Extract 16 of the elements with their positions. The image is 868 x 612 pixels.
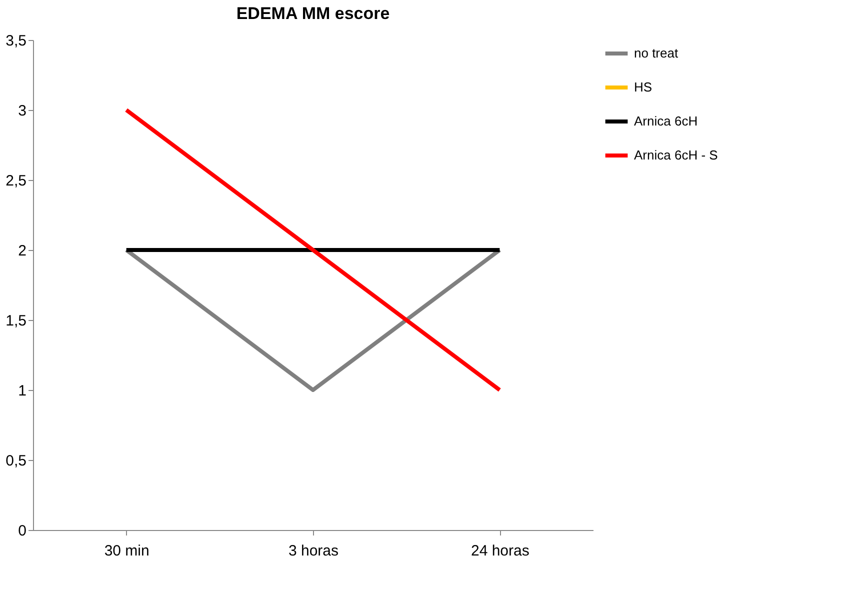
legend-label: Arnica 6cH - S [634,148,718,162]
y-tick-label: 2,5 [6,172,26,190]
x-tick-label: 30 min [104,542,150,560]
y-tick-label: 2 [18,242,26,260]
y-tick-label: 3,5 [6,32,26,50]
x-tick-label: 3 horas [288,542,339,560]
legend-label: HS [634,80,652,94]
y-tick-label: 0,5 [6,452,26,470]
legend-label: no treat [634,46,678,60]
y-tick-label: 3 [18,102,26,120]
legend-label: Arnica 6cH [634,114,698,128]
y-tick-label: 0 [18,522,26,540]
y-tick-label: 1 [18,382,26,400]
chart-title: EDEMA MM escore [236,4,390,23]
y-tick-label: 1,5 [6,312,26,330]
x-tick-label: 24 horas [470,542,530,560]
